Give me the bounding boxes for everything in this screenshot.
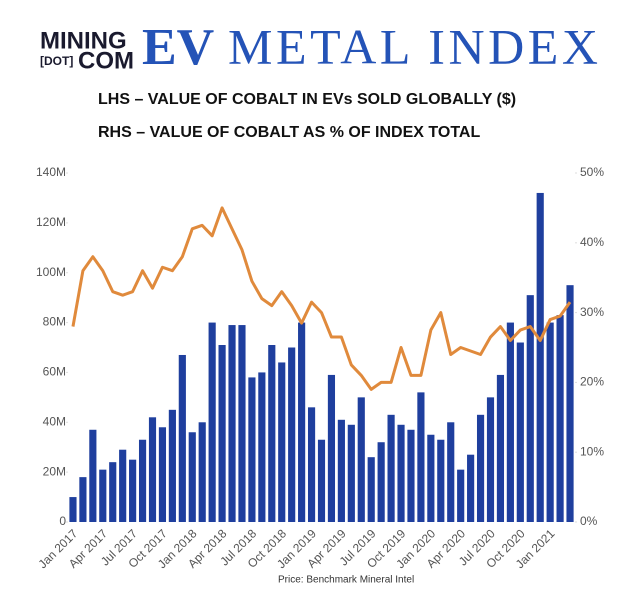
bar [79,477,87,522]
y-tick-label: 0 [59,514,66,528]
bar [148,417,157,522]
bar [138,439,147,522]
brand-ev: EV [142,19,214,76]
bar [476,414,485,522]
bar [99,469,107,522]
bar [188,432,196,522]
chart-title: LHS – VALUE OF COBALT IN EVs SOLD GLOBAL… [98,91,516,108]
bar [367,457,375,522]
y2-tick-label: 10% [580,444,604,458]
bar [218,345,226,522]
logo-bottom: COM [78,47,134,74]
bar [536,192,544,522]
bar [89,429,97,522]
y2-tick-label: 20% [580,375,604,389]
bar [248,377,256,522]
bar [437,439,445,522]
y-tick-label: 60M [43,365,66,379]
bar [357,397,365,522]
bar [516,342,524,522]
line [71,206,572,391]
bar [288,347,296,522]
y-tick-label: 20M [43,464,66,478]
chart-subtitle: RHS – VALUE OF COBALT AS % OF INDEX TOTA… [98,124,480,141]
bar [178,354,186,522]
bar [397,424,405,522]
brand-rest: METAL INDEX [228,18,598,74]
y-tick-label: 100M [36,265,66,279]
bar [238,325,246,522]
bar [298,322,306,522]
bar [258,372,266,522]
bar [387,414,395,522]
bar [327,374,336,522]
bar [228,325,236,522]
bar [119,449,127,522]
bar [407,429,415,522]
bar [526,295,534,522]
source: Price: Benchmark Mineral Intel [278,575,414,586]
bar [377,442,385,522]
bar [457,469,465,522]
bar [129,459,137,522]
bar [496,374,505,522]
bar [546,322,554,522]
bar [208,322,216,522]
bar [347,424,355,522]
bar [307,407,316,522]
bar [447,422,455,522]
logo-dot: [DOT] [40,54,73,68]
bar [566,285,574,522]
logo-top: MINING [40,27,127,54]
y2-tick-label: 50% [580,165,604,179]
y2-tick-label: 30% [580,305,604,319]
bar [556,315,564,522]
y-tick-label: 120M [36,215,66,229]
bar [467,454,475,522]
y-tick-label: 80M [43,315,66,329]
bar [198,422,206,522]
bar [317,439,326,522]
y2-tick-label: 40% [580,235,604,249]
bar [278,362,286,522]
y-tick-label: 40M [43,414,66,428]
bar [337,419,345,522]
bar [158,427,167,522]
y-tick-label: 140M [36,165,66,179]
bar [506,322,514,522]
y2-tick-label: 0% [580,514,598,528]
bar [486,397,495,522]
bar [417,392,425,522]
bar [268,345,276,522]
bar [109,462,117,522]
bar [69,497,77,522]
bar [168,409,176,522]
bar [427,434,435,522]
